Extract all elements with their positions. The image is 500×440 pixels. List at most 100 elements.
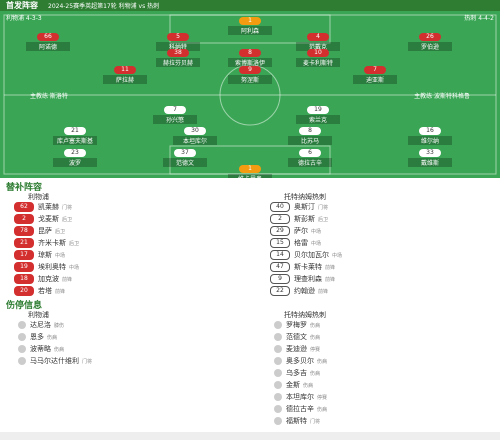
player-name: 齐米卡斯	[38, 239, 66, 247]
shirt-number: 33	[419, 149, 441, 157]
player: 33 戴维斯	[408, 149, 452, 167]
injuries-title: 伤停信息	[6, 301, 43, 311]
player-name: 努涅斯	[228, 75, 272, 84]
list-item: 达尼洛 膝伤	[18, 320, 64, 330]
number-badge: 9	[270, 274, 290, 284]
list-item: 波蒂略 伤病	[18, 344, 64, 354]
player-name: 波罗	[53, 158, 97, 167]
player-position: 伤病	[54, 347, 65, 353]
list-item: 福斯特 门将	[274, 416, 320, 426]
shirt-number: 8	[239, 49, 261, 57]
shirt-number: 38	[167, 49, 189, 57]
list-item: 18 加克波 前锋	[14, 274, 72, 284]
list-item: 22 约翰逊 前锋	[270, 286, 328, 296]
list-item: 范德文 伤病	[274, 332, 320, 342]
list-item: 40 奥斯汀 门将	[270, 202, 328, 212]
shirt-number: 19	[307, 106, 329, 114]
player-name: 凯莱赫	[38, 203, 59, 211]
player-position: 中场	[332, 253, 343, 259]
player-name: 索博斯洛伊	[228, 58, 272, 67]
player: 8 索博斯洛伊	[228, 49, 272, 67]
player-position: 中场	[69, 265, 80, 271]
number-badge: 2	[14, 214, 34, 224]
player-name: 福斯特	[286, 417, 307, 425]
home-coach: 主教练 斯洛特	[30, 93, 68, 100]
player-position: 伤病	[303, 383, 314, 389]
list-item: 乌多吉 伤病	[274, 368, 320, 378]
player-name: 戴维斯	[408, 158, 452, 167]
list-item: 恩多 伤病	[18, 332, 57, 342]
number-badge: 29	[270, 226, 290, 236]
player-position: 后卫	[55, 229, 66, 235]
list-item: 马马尔达什维利 门将	[18, 356, 92, 366]
player-name: 比苏马	[288, 136, 332, 145]
shirt-number: 21	[64, 127, 86, 135]
player-name: 库卢塞夫斯基	[53, 136, 97, 145]
player-position: 中场	[311, 229, 322, 235]
number-badge: 40	[270, 202, 290, 212]
player-name: 若塔	[38, 287, 52, 295]
player: 9 努涅斯	[228, 66, 272, 84]
player-name: 罗梅罗	[286, 321, 307, 329]
shirt-number: 7	[364, 66, 386, 74]
player: 1维卡里奥	[228, 165, 272, 178]
player-name: 科纳特	[156, 42, 200, 51]
shirt-number: 1	[239, 17, 261, 25]
player-name: 金斯	[286, 381, 300, 389]
pitch-lines	[3, 14, 497, 175]
team-icon	[18, 321, 26, 329]
team-icon	[274, 369, 282, 377]
list-item: 金斯 伤病	[274, 380, 313, 390]
shirt-number: 10	[307, 49, 329, 57]
team-icon	[18, 333, 26, 341]
player: 21 库卢塞夫斯基	[53, 127, 97, 145]
player-name: 范德文	[163, 158, 207, 167]
list-item: 20 若塔 前锋	[14, 286, 65, 296]
player-name: 德拉古辛	[288, 158, 332, 167]
number-badge: 14	[270, 250, 290, 260]
inj-away-team: 托特纳姆热刺	[284, 311, 326, 319]
list-item: 19 埃利奥特 中场	[14, 262, 79, 272]
player-name: 琼斯	[38, 251, 52, 259]
away-coach: 主教练 波斯特科格鲁	[414, 93, 470, 100]
player: 26 罗伯逊	[408, 33, 452, 51]
player-name: 索兰克	[296, 115, 340, 124]
player-position: 停赛	[317, 395, 328, 401]
player-name: 赫拉芬贝赫	[156, 58, 200, 67]
shirt-number: 7	[164, 106, 186, 114]
shirt-number: 1	[239, 165, 261, 173]
player-name: 维尔纳	[408, 136, 452, 145]
team-icon	[274, 333, 282, 341]
shirt-number: 16	[419, 127, 441, 135]
team-icon	[18, 345, 26, 353]
list-item: 本坦库尔 停赛	[274, 392, 327, 402]
team-icon	[274, 321, 282, 329]
player-name: 迪亚斯	[353, 75, 397, 84]
number-badge: 17	[14, 250, 34, 260]
shirt-number: 66	[37, 33, 59, 41]
list-item: 14 贝尔加瓦尔 中场	[270, 250, 342, 260]
player-name: 萨拉赫	[103, 75, 147, 84]
shirt-number: 5	[167, 33, 189, 41]
player-name: 维卡里奥	[228, 174, 272, 178]
player-position: 门将	[318, 205, 329, 211]
player-position: 后卫	[69, 241, 80, 247]
subs-home-team: 利物浦	[28, 193, 49, 201]
player-name: 马马尔达什维利	[30, 357, 79, 365]
player: 37 范德文	[163, 149, 207, 167]
player-name: 理查利森	[294, 275, 322, 283]
player: 5 科纳特	[156, 33, 200, 51]
player-position: 门将	[62, 205, 73, 211]
player-name: 范戴克	[296, 42, 340, 51]
player-name: 麦卡利斯特	[296, 58, 340, 67]
player-position: 前锋	[325, 265, 336, 271]
player-position: 前锋	[318, 289, 329, 295]
player-name: 德拉古辛	[286, 405, 314, 413]
list-item: 2 戈麦斯 后卫	[14, 214, 72, 224]
player-name: 斯卡莱特	[294, 263, 322, 271]
player: 30 本坦库尔	[173, 127, 217, 145]
list-item: 29 萨尔 中场	[270, 226, 321, 236]
player: 10 麦卡利斯特	[296, 49, 340, 67]
player-name: 达尼洛	[30, 321, 51, 329]
